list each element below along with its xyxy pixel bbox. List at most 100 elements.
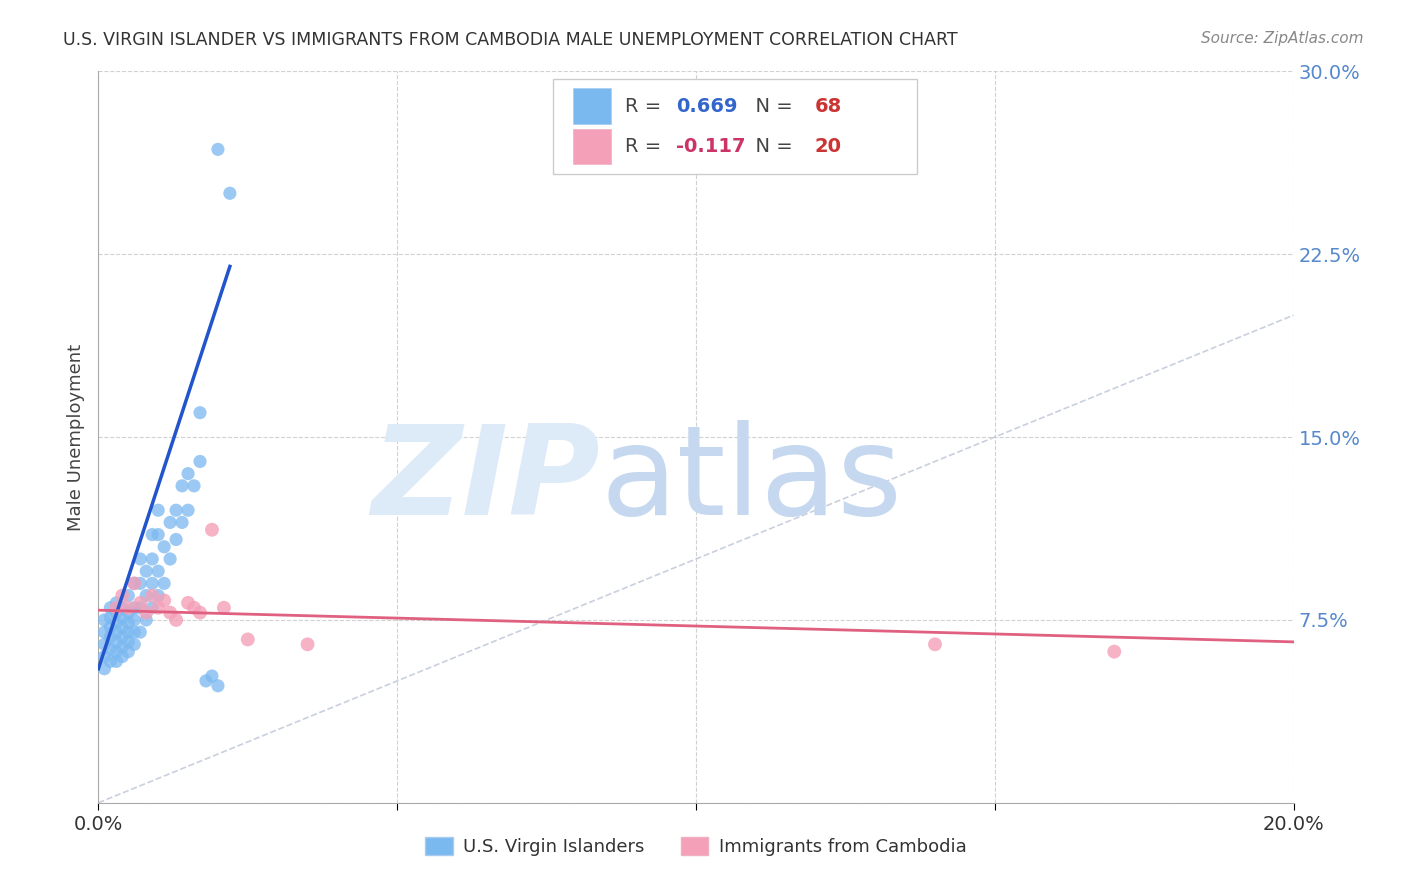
Point <box>111 610 134 624</box>
Point <box>105 596 128 610</box>
Point <box>111 630 134 644</box>
Text: N =: N = <box>742 96 799 116</box>
Text: -0.117: -0.117 <box>676 136 745 156</box>
Point <box>148 589 170 603</box>
Point <box>153 593 176 607</box>
Point <box>105 606 128 620</box>
Point <box>195 673 218 688</box>
Point <box>117 589 139 603</box>
Legend: U.S. Virgin Islanders, Immigrants from Cambodia: U.S. Virgin Islanders, Immigrants from C… <box>418 830 974 863</box>
Point <box>98 654 122 668</box>
Point <box>141 527 163 541</box>
Point <box>219 186 242 201</box>
Point <box>1104 645 1126 659</box>
Point <box>98 642 122 657</box>
Point <box>141 552 163 566</box>
Point <box>159 552 181 566</box>
Point <box>141 589 163 603</box>
Point <box>105 615 128 630</box>
Point <box>135 589 157 603</box>
Point <box>177 467 200 481</box>
Point <box>129 576 152 591</box>
Text: N =: N = <box>742 136 799 156</box>
Point <box>172 516 194 530</box>
Point <box>93 625 115 640</box>
Point <box>207 679 229 693</box>
Point <box>159 516 181 530</box>
Point <box>177 503 200 517</box>
Point <box>124 637 146 651</box>
Point <box>129 625 152 640</box>
Point <box>117 615 139 630</box>
Point <box>188 454 211 468</box>
Text: Source: ZipAtlas.com: Source: ZipAtlas.com <box>1201 31 1364 46</box>
Point <box>924 637 946 651</box>
Text: 68: 68 <box>814 96 842 116</box>
Point <box>111 620 134 634</box>
Point <box>129 600 152 615</box>
Point <box>124 600 146 615</box>
Point <box>148 600 170 615</box>
Point <box>153 540 176 554</box>
Point <box>117 635 139 649</box>
FancyBboxPatch shape <box>553 78 917 174</box>
Point <box>93 662 115 676</box>
Point <box>124 613 146 627</box>
Point <box>111 640 134 654</box>
Point <box>141 576 163 591</box>
Point <box>105 654 128 668</box>
Point <box>207 142 229 156</box>
Point <box>111 589 134 603</box>
Text: U.S. VIRGIN ISLANDER VS IMMIGRANTS FROM CAMBODIA MALE UNEMPLOYMENT CORRELATION C: U.S. VIRGIN ISLANDER VS IMMIGRANTS FROM … <box>63 31 957 49</box>
Point <box>124 625 146 640</box>
Point <box>135 613 157 627</box>
Point <box>129 596 152 610</box>
Point <box>165 533 187 547</box>
Point <box>129 552 152 566</box>
Text: 20: 20 <box>814 136 841 156</box>
Point <box>183 479 205 493</box>
Point <box>165 503 187 517</box>
Point <box>105 600 128 615</box>
Point <box>172 479 194 493</box>
Point <box>135 606 157 620</box>
Point <box>117 606 139 620</box>
Point <box>188 606 211 620</box>
Point <box>165 613 187 627</box>
Point <box>98 610 122 624</box>
Point <box>201 523 224 537</box>
Y-axis label: Male Unemployment: Male Unemployment <box>66 343 84 531</box>
Point <box>141 600 163 615</box>
Point <box>124 576 146 591</box>
Point <box>93 613 115 627</box>
Point <box>117 600 139 615</box>
Point <box>124 576 146 591</box>
Point <box>135 564 157 578</box>
Text: 0.669: 0.669 <box>676 96 737 116</box>
Point <box>105 635 128 649</box>
Point <box>117 645 139 659</box>
Point <box>148 527 170 541</box>
Point <box>212 600 235 615</box>
Point <box>148 564 170 578</box>
Point <box>98 630 122 644</box>
Point <box>111 649 134 664</box>
Point <box>297 637 319 651</box>
Point <box>105 645 128 659</box>
Point <box>111 600 134 615</box>
Point <box>236 632 259 647</box>
FancyBboxPatch shape <box>572 128 612 164</box>
Point <box>159 606 181 620</box>
Point <box>105 625 128 640</box>
Point <box>98 600 122 615</box>
Text: ZIP: ZIP <box>371 420 600 541</box>
Point <box>153 576 176 591</box>
Point <box>201 669 224 683</box>
FancyBboxPatch shape <box>572 88 612 124</box>
Point <box>183 600 205 615</box>
Point <box>93 649 115 664</box>
Point <box>98 620 122 634</box>
Point <box>148 503 170 517</box>
Text: R =: R = <box>626 96 668 116</box>
Text: atlas: atlas <box>600 420 903 541</box>
